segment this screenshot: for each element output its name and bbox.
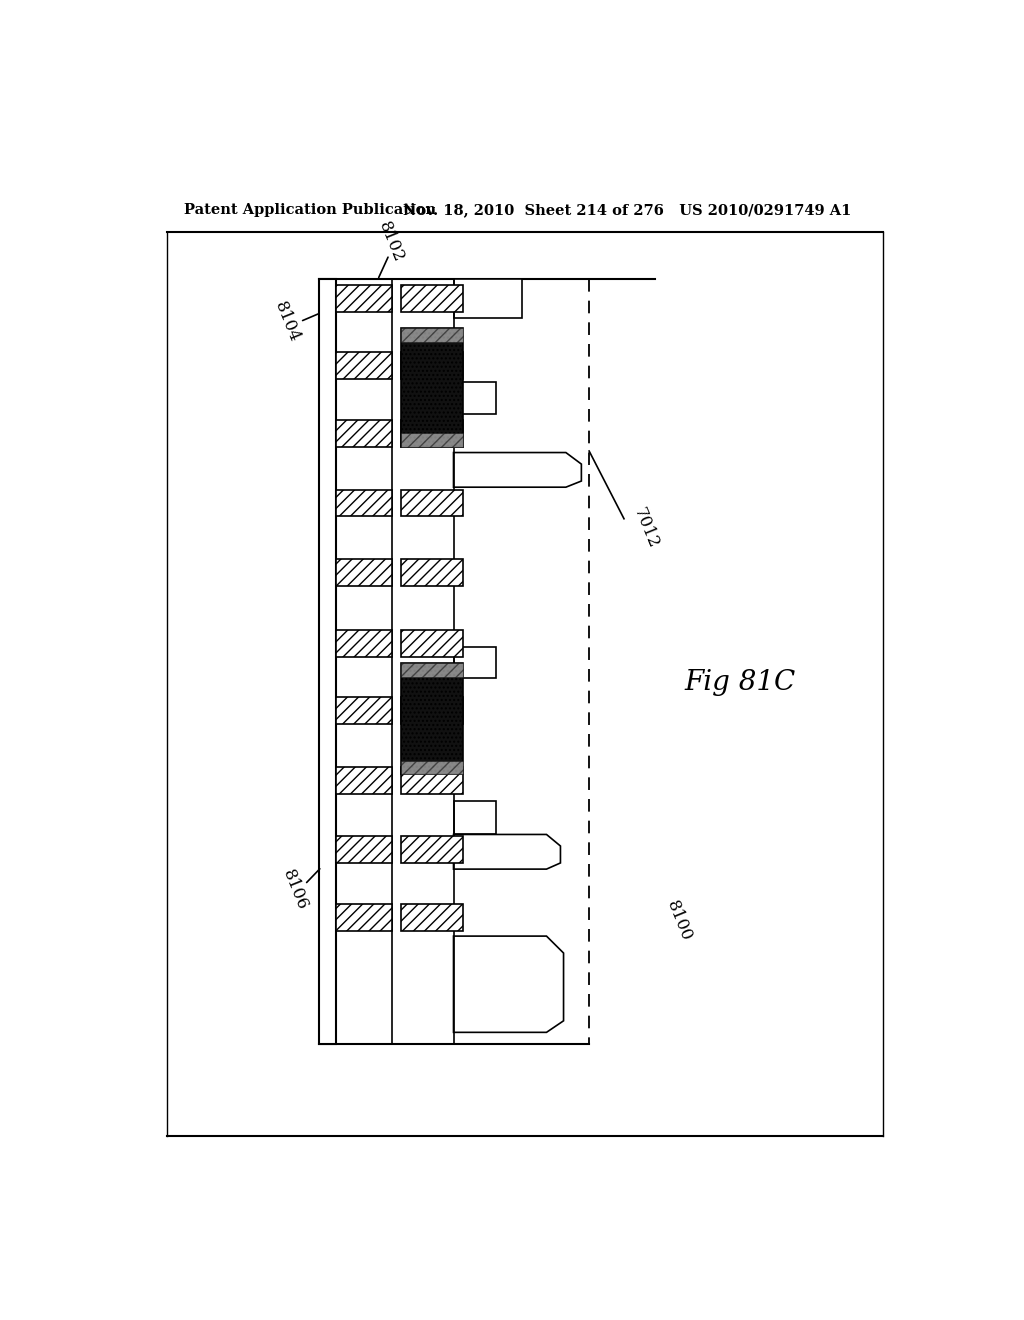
Bar bbox=[337, 630, 391, 656]
Polygon shape bbox=[454, 453, 582, 487]
Bar bbox=[400, 433, 463, 447]
Bar bbox=[400, 663, 463, 677]
Bar bbox=[337, 420, 391, 447]
Polygon shape bbox=[454, 936, 563, 1032]
Text: 8100: 8100 bbox=[663, 898, 694, 944]
Bar bbox=[454, 280, 521, 318]
Bar bbox=[454, 801, 496, 834]
Text: 8102: 8102 bbox=[376, 219, 408, 264]
Text: Nov. 18, 2010  Sheet 214 of 276   US 2010/0291749 A1: Nov. 18, 2010 Sheet 214 of 276 US 2010/0… bbox=[403, 203, 852, 216]
Bar bbox=[337, 697, 391, 725]
Bar bbox=[400, 490, 463, 516]
Text: 8106: 8106 bbox=[279, 867, 310, 912]
Bar bbox=[337, 490, 391, 516]
Bar bbox=[400, 760, 463, 775]
Bar bbox=[400, 420, 463, 447]
Bar bbox=[454, 647, 496, 678]
Bar bbox=[400, 558, 463, 586]
Text: 8104: 8104 bbox=[271, 298, 303, 345]
Text: 7012: 7012 bbox=[630, 506, 662, 550]
Bar bbox=[337, 558, 391, 586]
Text: Patent Application Publication: Patent Application Publication bbox=[183, 203, 436, 216]
Bar bbox=[400, 630, 463, 656]
Bar bbox=[319, 280, 337, 1044]
Bar bbox=[337, 285, 391, 313]
Bar bbox=[400, 836, 463, 863]
Bar bbox=[337, 904, 391, 931]
Bar bbox=[400, 697, 463, 725]
Bar bbox=[400, 285, 463, 313]
Bar bbox=[454, 381, 496, 414]
Bar bbox=[400, 352, 463, 379]
Bar bbox=[400, 904, 463, 931]
Bar bbox=[400, 327, 463, 447]
Polygon shape bbox=[454, 834, 560, 869]
Bar bbox=[337, 352, 391, 379]
Bar bbox=[400, 327, 463, 342]
Bar bbox=[337, 836, 391, 863]
Text: Fig 81C: Fig 81C bbox=[685, 668, 796, 696]
Bar bbox=[400, 767, 463, 793]
Bar bbox=[400, 663, 463, 775]
Bar bbox=[337, 767, 391, 793]
